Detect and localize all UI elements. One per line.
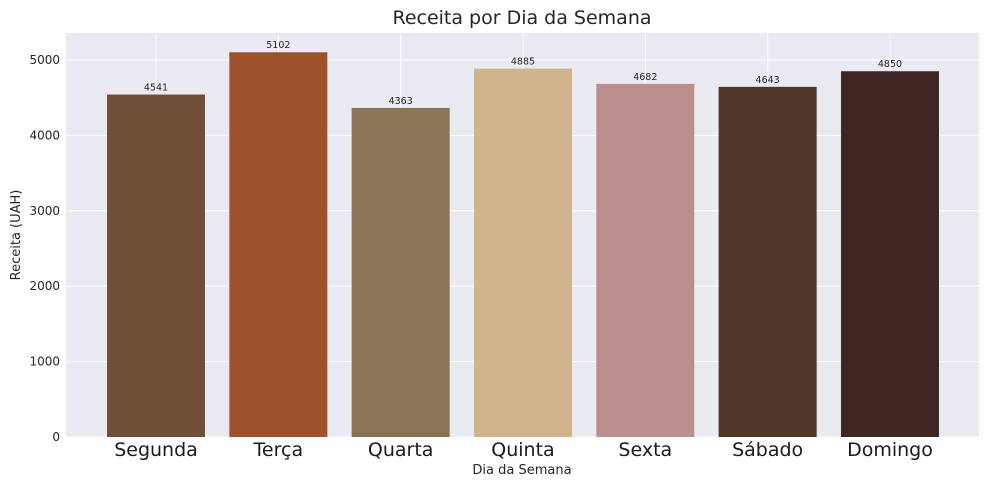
x-tick-label: Quinta [491, 439, 554, 461]
x-tick-label: Sábado [732, 439, 803, 461]
data-label: 4643 [756, 75, 780, 86]
x-tick-label: Segunda [114, 439, 198, 461]
data-label: 4363 [389, 96, 413, 107]
data-label: 4541 [144, 83, 168, 94]
data-label: 4850 [878, 59, 902, 70]
x-tick-label: Domingo [847, 439, 933, 461]
y-tick-label: 1000 [29, 355, 60, 369]
data-label: 4885 [511, 57, 535, 68]
y-tick-label: 2000 [29, 279, 60, 293]
data-label: 5102 [266, 40, 290, 51]
data-labels: 4541 5102 4363 4885 4682 4643 4850 [144, 40, 902, 107]
bar-sábado [718, 86, 817, 437]
y-axis-label: Receita (UAH) [9, 190, 24, 281]
x-axis-ticks: Segunda Terça Quarta Quinta Sexta Sábado Domin… [114, 439, 933, 461]
x-tick-label: Terça [253, 439, 304, 461]
y-tick-label: 5000 [29, 53, 60, 67]
bars [107, 52, 939, 438]
x-tick-label: Quarta [368, 439, 434, 461]
bar-quinta [473, 68, 572, 437]
bar-segunda [107, 94, 205, 438]
x-axis-label: Dia da Semana [472, 463, 571, 478]
bar-sexta [596, 83, 695, 437]
y-axis-ticks: 0 1000 2000 3000 4000 5000 [29, 53, 60, 444]
y-tick-label: 4000 [29, 128, 60, 142]
bar-terça [229, 52, 328, 438]
bar-domingo [840, 71, 939, 437]
x-tick-label: Sexta [618, 439, 672, 461]
data-label: 4682 [633, 72, 657, 83]
chart-title: Receita por Dia da Semana [392, 7, 651, 29]
y-tick-label: 0 [52, 430, 60, 444]
bar-quarta [351, 107, 450, 437]
y-tick-label: 3000 [29, 204, 60, 218]
